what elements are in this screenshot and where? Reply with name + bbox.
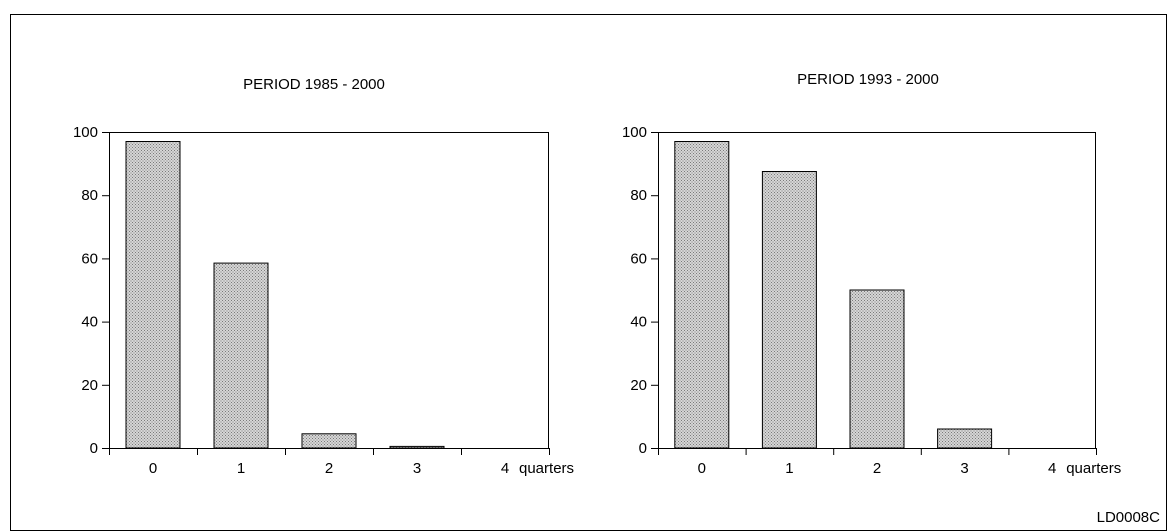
bar-group <box>674 141 993 449</box>
x-tick-label: 2 <box>325 460 333 477</box>
bar-0 <box>125 141 181 449</box>
bar-1 <box>213 262 269 449</box>
y-tick-label: 40 <box>630 314 647 331</box>
chart-title: PERIOD 1993 - 2000 <box>797 71 939 88</box>
x-tick-label: 0 <box>149 460 157 477</box>
y-tick-label: 100 <box>622 124 647 141</box>
y-tick-group: 0 20 40 60 80 100 <box>622 124 658 457</box>
bar-1 <box>761 171 817 449</box>
bar-3 <box>389 445 445 449</box>
y-tick-label: 80 <box>630 187 647 204</box>
y-tick-group: 0 20 40 60 80 100 <box>73 124 109 457</box>
figure-code: LD0008C <box>1097 509 1161 526</box>
bar-2 <box>849 289 905 449</box>
y-tick-label: 40 <box>81 314 98 331</box>
y-tick-label: 60 <box>81 250 98 267</box>
x-tick-label: 1 <box>237 460 245 477</box>
x-tick-group: 0 1 2 3 4 <box>109 448 550 477</box>
x-tick-label: 3 <box>960 460 968 477</box>
x-unit-label: quarters <box>1066 460 1121 477</box>
y-tick-label: 60 <box>630 250 647 267</box>
x-unit-label: quarters <box>519 460 574 477</box>
bar-group <box>125 141 445 449</box>
y-tick-label: 20 <box>81 377 98 394</box>
y-tick-label: 0 <box>90 440 98 457</box>
x-tick-label: 4 <box>1048 460 1056 477</box>
bar-0 <box>674 141 730 449</box>
x-tick-label: 4 <box>501 460 509 477</box>
bar-3 <box>937 428 993 449</box>
x-tick-label: 0 <box>698 460 706 477</box>
y-tick-label: 100 <box>73 124 98 141</box>
y-tick-label: 80 <box>81 187 98 204</box>
x-tick-label: 1 <box>785 460 793 477</box>
chart-period-1993-2000: PERIOD 1993 - 2000 0 20 40 60 80 100 0 1 2 3 4 qu… <box>622 71 1121 477</box>
bar-2 <box>301 433 357 449</box>
x-tick-group: 0 1 2 3 4 <box>658 448 1097 477</box>
x-tick-label: 2 <box>873 460 881 477</box>
x-tick-label: 3 <box>413 460 421 477</box>
figure-border <box>10 14 1167 531</box>
y-tick-label: 20 <box>630 377 647 394</box>
y-tick-label: 0 <box>639 440 647 457</box>
chart-period-1985-2000: PERIOD 1985 - 2000 0 20 40 60 80 100 0 1 2 3 4 qu… <box>73 76 574 477</box>
chart-title: PERIOD 1985 - 2000 <box>243 76 385 93</box>
